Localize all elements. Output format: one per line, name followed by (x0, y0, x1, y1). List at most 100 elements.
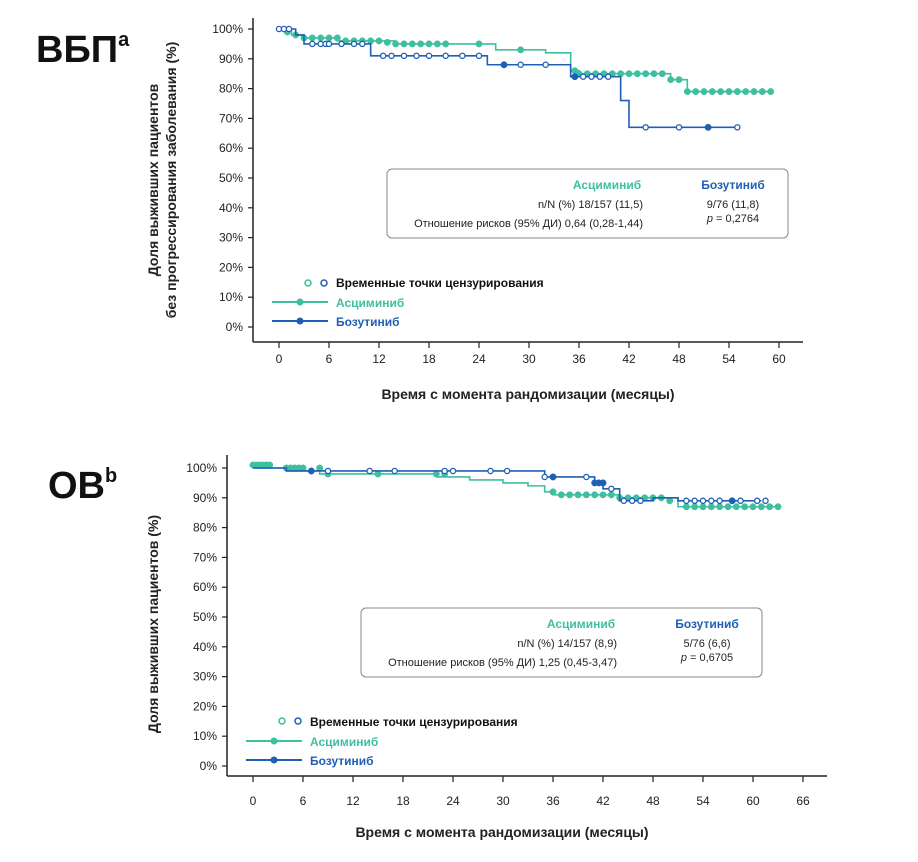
pfs-bosutinib-censor-point (325, 40, 333, 48)
pfs-y-tick-label: 90% (219, 52, 243, 66)
pfs-asciminib-censor-point (400, 40, 408, 48)
pfs-asciminib-censor-point (475, 40, 483, 48)
pfs-asciminib-censor-point (725, 88, 733, 96)
pfs-asciminib-censor-point (733, 88, 741, 96)
pfs-legend: Временные точки цензурирования Асциминиб… (272, 276, 544, 329)
os-x-axis-label: Время с момента рандомизации (месяцы) (355, 824, 648, 840)
pfs-legend-bosutinib-dot-icon (296, 317, 304, 325)
os-bosutinib-censor-point (637, 497, 644, 505)
pfs-asciminib-censor-point (692, 88, 700, 96)
pfs-y-tick-label: 40% (219, 201, 243, 215)
pfs-asciminib-censor-point (667, 76, 675, 84)
pfs-asciminib-censor-point (417, 40, 425, 48)
pfs-asciminib-censor-point (658, 70, 666, 78)
pfs-y-tick-label: 80% (219, 82, 243, 96)
pfs-bosutinib-censor-point (425, 52, 433, 60)
pfs-bosutinib-censor-point (459, 52, 466, 60)
pfs-y-axis-label-line-1: Доля выживших пациентов (145, 83, 161, 276)
os-bosutinib-censor-point (628, 497, 636, 505)
os-panel: ОВb 0% 10% 20% 30% 40% 50% 60% 70% 80% 90% 100% 0 6… (48, 455, 827, 840)
os-title: ОВb (48, 465, 117, 507)
pfs-legend-censor-bosutinib-icon (320, 279, 328, 287)
pfs-bosutinib-censor-point (596, 73, 604, 80)
pfs-asciminib-censor-point (442, 40, 450, 48)
os-bosutinib-censor-point (441, 467, 448, 475)
pfs-asciminib-censor-point (633, 70, 641, 78)
os-asciminib-censor-point (732, 503, 740, 511)
os-x-tick-label: 12 (346, 794, 360, 808)
pfs-x-tick-label: 48 (672, 352, 686, 366)
pfs-x-axis-ticks: 0 6 12 18 24 30 36 42 48 54 60 (276, 342, 786, 366)
pfs-bosutinib-censor-point (734, 124, 741, 131)
os-asciminib-censor-point (749, 503, 757, 511)
pfs-bosutinib-censor-point (350, 40, 358, 48)
os-legend-asciminib-dot-icon (270, 737, 278, 745)
pfs-bosutinib-censor-point (675, 124, 683, 131)
pfs-legend-bosutinib-label: Бозутиниб (336, 315, 400, 329)
pfs-asciminib-censor-point (317, 34, 325, 42)
os-bosutinib-censor-point (716, 497, 723, 505)
pfs-asciminib-censor-point (383, 38, 391, 46)
os-y-tick-label: 20% (193, 699, 217, 713)
pfs-bosutinib-censor-point (588, 73, 595, 80)
os-y-tick-label: 0% (200, 759, 218, 773)
pfs-legend-asciminib-label: Асциминиб (336, 296, 404, 310)
os-bosutinib-censor-point (503, 467, 511, 475)
pfs-x-tick-label: 60 (772, 352, 786, 366)
pfs-stats-hr-row: Отношение рисков (95% ДИ) 0,64 (0,28-1,4… (414, 218, 643, 230)
os-asciminib-censor-point (774, 503, 782, 511)
os-asciminib-censor-point (682, 503, 690, 511)
os-asciminib-censor-point (582, 491, 590, 499)
pfs-stats-nn-row: n/N (%) 18/157 (11,5) (538, 199, 643, 211)
pfs-asciminib-censor-point (425, 40, 433, 48)
os-legend-bosutinib-dot-icon (270, 756, 278, 764)
os-asciminib-censor-point (607, 491, 615, 499)
os-bosutinib-censor-point (708, 497, 715, 505)
pfs-stats-p-value: p = 0,2764 (706, 213, 759, 225)
pfs-y-tick-label: 70% (219, 111, 243, 125)
os-bosutinib-censor-point (583, 473, 590, 481)
pfs-asciminib-censor-point (708, 88, 716, 96)
pfs-stats-box (386, 168, 789, 239)
pfs-asciminib-censor-point (717, 88, 725, 96)
os-x-tick-label: 42 (596, 794, 610, 808)
os-x-tick-label: 36 (546, 794, 560, 808)
pfs-x-axis-label: Время с момента рандомизации (месяцы) (381, 386, 674, 402)
os-stats-p-value: p = 0,6705 (680, 652, 733, 664)
pfs-y-tick-label: 10% (219, 290, 243, 304)
os-y-tick-label: 100% (186, 461, 217, 475)
pfs-asciminib-censor-point (392, 40, 400, 48)
os-asciminib-censor-point (557, 491, 565, 499)
pfs-asciminib-censor-point (625, 70, 633, 78)
os-asciminib-censor-point (699, 503, 707, 511)
os-asciminib-censor-point (691, 503, 699, 511)
pfs-bosutinib-curve (279, 28, 738, 129)
os-x-tick-label: 0 (250, 794, 257, 808)
os-bosutinib-censor-point (683, 497, 690, 505)
os-y-tick-label: 40% (193, 640, 217, 654)
os-asciminib-censor-point (566, 491, 574, 499)
os-asciminib-censor-point (741, 503, 749, 511)
os-y-tick-label: 10% (193, 729, 217, 743)
pfs-asciminib-censor-point (683, 88, 691, 96)
os-asciminib-censor-point (716, 503, 724, 511)
pfs-asciminib-censor-point (517, 46, 525, 54)
pfs-legend-censor-asciminib-icon (304, 279, 312, 287)
pfs-asciminib-censor-point (675, 76, 683, 84)
os-x-tick-label: 6 (300, 794, 307, 808)
os-bosutinib-censor-point (307, 467, 315, 475)
os-asciminib-censor-point (574, 491, 582, 499)
pfs-x-tick-label: 6 (326, 352, 333, 366)
os-legend-censor-bosutinib-icon (294, 717, 302, 725)
os-bosutinib-censor-point (608, 485, 615, 493)
os-y-tick-label: 70% (193, 550, 217, 564)
os-asciminib-censor-point (757, 503, 765, 511)
os-asciminib-censor-point (591, 491, 599, 499)
pfs-bosutinib-censor-point (338, 40, 345, 48)
os-stats-hr-row: Отношение рисков (95% ДИ) 1,25 (0,45-3,4… (388, 657, 617, 669)
pfs-asciminib-censor-point (642, 70, 650, 78)
pfs-stats-asciminib-head: Асциминиб (573, 178, 641, 192)
os-stats-asciminib-head: Асциминиб (547, 617, 615, 631)
pfs-bosutinib-censor-point (579, 73, 587, 80)
